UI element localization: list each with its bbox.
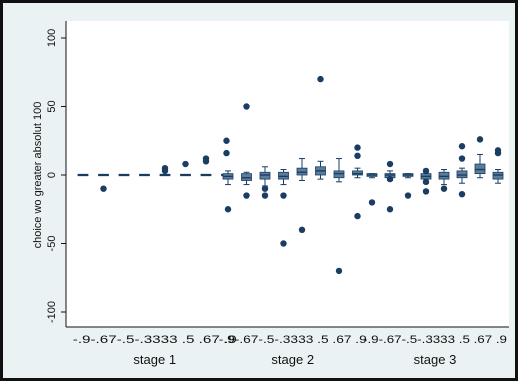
box-plot-chart: -100 -50 0 50 100 -.9-.67-.5-.3333 .5 .67 .9… bbox=[32, 21, 509, 367]
box-3-3 bbox=[402, 173, 414, 199]
outlier-point bbox=[422, 188, 430, 195]
box-2-1 bbox=[222, 170, 234, 213]
box-2-6 bbox=[315, 75, 326, 180]
box-3-6 bbox=[456, 143, 468, 198]
box-3-1 bbox=[366, 173, 378, 206]
box-1-4 bbox=[139, 173, 150, 177]
outlier-point bbox=[317, 75, 324, 83]
outlier-point bbox=[458, 190, 466, 198]
outlier-point bbox=[243, 103, 250, 110]
outlier-point bbox=[202, 155, 210, 162]
outlier-point bbox=[458, 155, 466, 162]
category-tick-labels-3: -.9-.67-.5-.3333 .5 .67 .9 bbox=[363, 334, 507, 346]
box-1-6 bbox=[180, 160, 191, 177]
outlier-point bbox=[354, 212, 361, 220]
outlier-point bbox=[161, 164, 169, 172]
box-3-7 bbox=[474, 136, 486, 179]
outlier-point bbox=[458, 143, 466, 150]
box-2-8 bbox=[352, 144, 363, 220]
box-1-5 bbox=[159, 164, 171, 177]
outlier-point bbox=[440, 185, 448, 192]
boxes-layer bbox=[77, 75, 504, 275]
y-axis-label: choice wo greater absolut 100 bbox=[32, 102, 44, 249]
outlier-point bbox=[386, 206, 394, 213]
group-label-1: stage 1 bbox=[133, 352, 176, 367]
group-label-3: stage 3 bbox=[414, 352, 457, 367]
box-1-1 bbox=[77, 173, 89, 177]
outlier-point bbox=[261, 185, 269, 192]
box-2-4 bbox=[278, 169, 289, 247]
outlier-point bbox=[476, 136, 484, 143]
outlier-point bbox=[386, 160, 394, 168]
category-tick-labels-1: -.9-.67-.5-.3333 .5 .67 .9 bbox=[73, 334, 237, 346]
box-2-3 bbox=[259, 166, 271, 199]
box-1-7 bbox=[200, 155, 212, 177]
y-tick-label: 50 bbox=[46, 100, 58, 112]
y-tick-label: -50 bbox=[46, 236, 58, 252]
box-3-5 bbox=[438, 169, 450, 192]
outlier-point bbox=[223, 137, 230, 144]
outlier-point bbox=[182, 160, 189, 168]
outlier-point bbox=[422, 178, 430, 186]
category-tick-labels-2: -.9-.67-.5-.3333 .5 .67 .9 bbox=[219, 334, 367, 346]
x-axis-group-labels: stage 1 stage 2 stage 3 bbox=[133, 352, 456, 367]
outlier-point bbox=[494, 149, 502, 157]
outlier-point bbox=[298, 226, 306, 233]
box-1-2 bbox=[98, 173, 109, 192]
box-3-2 bbox=[384, 160, 396, 213]
box-1-3 bbox=[118, 173, 130, 177]
outlier-point bbox=[243, 192, 250, 199]
box-3-8 bbox=[492, 147, 504, 184]
y-tick-label: -100 bbox=[46, 301, 58, 323]
outlier-point bbox=[335, 267, 343, 275]
y-tick-label: 100 bbox=[46, 29, 58, 47]
outlier-point bbox=[261, 192, 269, 199]
outlier-point bbox=[280, 240, 287, 247]
outlier-point bbox=[368, 199, 376, 206]
box-2-7 bbox=[333, 158, 345, 275]
outlier-point bbox=[386, 175, 394, 183]
box-3-4 bbox=[420, 167, 432, 195]
outlier-point bbox=[354, 152, 361, 160]
outlier-point bbox=[224, 206, 232, 213]
outlier-point bbox=[422, 167, 430, 175]
outlier-point bbox=[100, 185, 107, 192]
outlier-point bbox=[280, 192, 287, 199]
outlier-point bbox=[223, 149, 230, 157]
group-label-2: stage 2 bbox=[271, 352, 314, 367]
box-2-5 bbox=[296, 158, 308, 233]
x-axis-category-labels: -.9-.67-.5-.3333 .5 .67 .9-.9-.67-.5-.33… bbox=[73, 334, 507, 346]
box-2-2 bbox=[241, 103, 252, 199]
y-axis-ticks: -100 -50 0 50 100 bbox=[46, 29, 66, 323]
outlier-point bbox=[354, 144, 361, 151]
y-tick-label: 0 bbox=[46, 172, 58, 178]
outlier-point bbox=[404, 192, 412, 199]
